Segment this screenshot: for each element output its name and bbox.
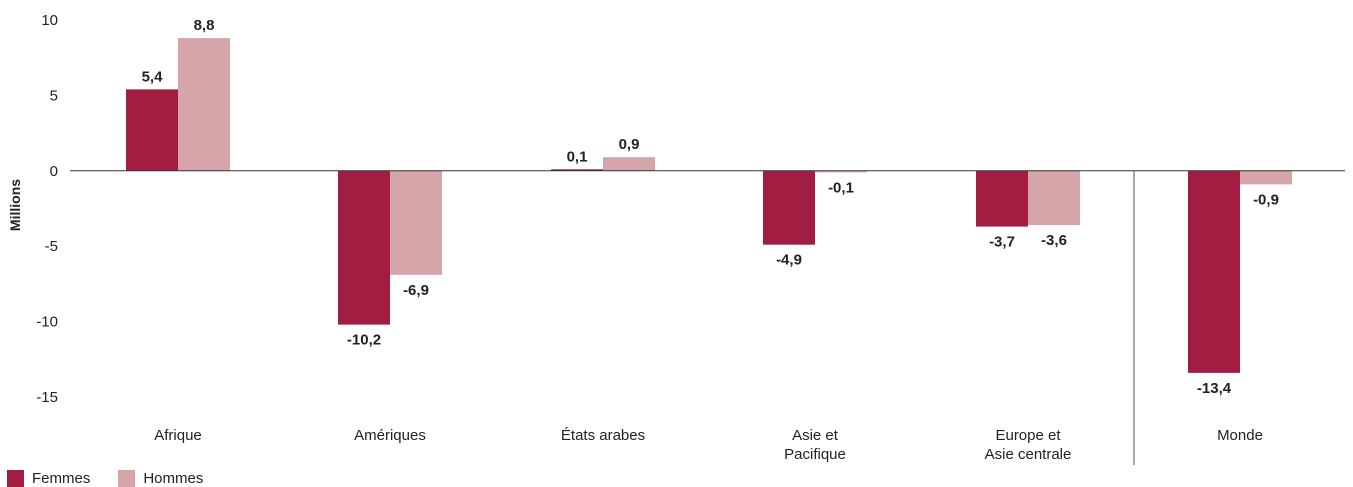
y-axis-label: Millions [7, 179, 23, 231]
data-label-hommes: -3,6 [1041, 232, 1067, 249]
data-label-hommes: -0,9 [1253, 191, 1279, 208]
bar-femmes [338, 170, 390, 325]
legend-swatch-femmes [7, 470, 24, 487]
data-label-femmes: 0,1 [567, 148, 588, 165]
bar-femmes [551, 169, 603, 171]
y-tick-label: -15 [36, 389, 58, 406]
bar-hommes [390, 170, 442, 275]
category-label: États arabes [561, 427, 645, 444]
data-labels: 5,4 -10,2 0,1 -4,9 -3,7 -13,4 8,8 -6,9 0,9 -0,1 -3… [142, 17, 1279, 397]
bar-hommes [1240, 170, 1292, 185]
category-labels: Afrique Amériques États arabes Asie et Pacif… [154, 427, 1263, 463]
data-label-hommes: 0,9 [619, 136, 640, 153]
category-label: Amériques [354, 427, 426, 444]
data-label-femmes: -4,9 [776, 252, 802, 269]
bar-hommes [603, 157, 655, 171]
data-label-hommes: -6,9 [403, 282, 429, 299]
category-label: Europe et Asie centrale [985, 427, 1072, 463]
bar-hommes [1028, 170, 1080, 226]
bar-femmes [763, 170, 815, 245]
data-label-femmes: -13,4 [1197, 380, 1232, 397]
legend: Femmes Hommes [7, 470, 231, 487]
y-tick-label: 0 [50, 163, 58, 180]
y-axis-ticks: 10 5 0 -5 -10 -15 [36, 12, 58, 406]
category-label: Afrique [154, 427, 202, 444]
legend-label-hommes: Hommes [143, 470, 204, 487]
data-label-femmes: 5,4 [142, 68, 164, 85]
legend-item-femmes: Femmes [7, 470, 90, 487]
y-tick-label: -10 [36, 314, 58, 331]
legend-swatch-hommes [118, 470, 136, 487]
bar-hommes [178, 38, 230, 171]
bar-femmes [976, 170, 1028, 227]
bars [126, 38, 1292, 373]
data-label-femmes: -10,2 [347, 332, 381, 349]
bar-hommes [815, 170, 867, 173]
bar-chart: Millions 10 5 0 -5 -10 -15 5,4 -10,2 0,1 -4,9 -3,… [7, 12, 1345, 465]
data-label-hommes: 8,8 [194, 17, 215, 34]
bar-femmes [1188, 170, 1240, 373]
category-label: Monde [1217, 427, 1263, 444]
category-label: Asie et Pacifique [784, 427, 846, 463]
legend-item-hommes: Hommes [118, 470, 203, 487]
data-label-femmes: -3,7 [989, 234, 1015, 251]
y-tick-label: 5 [50, 87, 58, 104]
legend-label-femmes: Femmes [32, 470, 91, 487]
bar-femmes [126, 89, 178, 171]
data-label-hommes: -0,1 [828, 179, 854, 196]
y-tick-label: 10 [41, 12, 58, 29]
y-tick-label: -5 [45, 238, 58, 255]
